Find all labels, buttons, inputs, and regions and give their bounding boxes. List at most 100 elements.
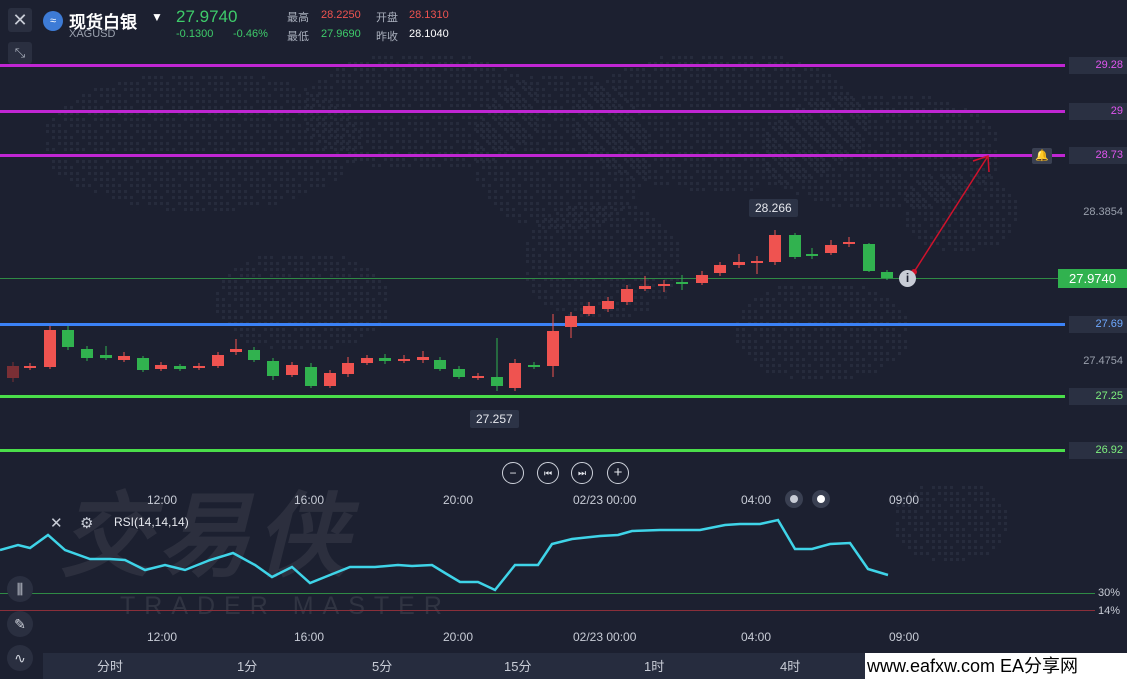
map-dot <box>566 160 569 163</box>
candle-body[interactable] <box>881 272 893 278</box>
map-dot <box>962 534 965 537</box>
line-chart-icon[interactable]: ∿ <box>7 645 33 671</box>
zoom-in-button[interactable]: + <box>607 462 629 484</box>
candle-body[interactable] <box>639 286 651 289</box>
candle-body[interactable] <box>62 330 74 347</box>
tab-timeframe-line[interactable]: 分时 <box>97 659 124 674</box>
candle-body[interactable] <box>379 358 391 361</box>
map-dot <box>672 56 675 59</box>
level-line-27-69[interactable] <box>0 323 1065 326</box>
zoom-out-button[interactable]: − <box>502 462 524 484</box>
candle-body[interactable] <box>547 331 559 366</box>
map-dot <box>292 118 295 121</box>
map-dot <box>832 370 835 373</box>
map-dot <box>342 256 345 259</box>
candle-body[interactable] <box>696 275 708 283</box>
map-dot <box>244 118 247 121</box>
candle-body[interactable] <box>806 254 818 256</box>
chevron-down-icon[interactable]: ▼ <box>151 10 163 24</box>
candle-body[interactable] <box>361 358 373 363</box>
level-line-29-28[interactable] <box>0 64 1065 67</box>
candle-body[interactable] <box>174 366 186 369</box>
candle-body[interactable] <box>248 350 260 360</box>
candle-body[interactable] <box>733 262 745 265</box>
map-dot <box>568 314 571 317</box>
map-dot <box>524 100 527 103</box>
candle-body[interactable] <box>583 306 595 314</box>
candle-body[interactable] <box>528 365 540 367</box>
collapse-button[interactable]: ⤡ <box>8 42 32 64</box>
scroll-start-button[interactable]: ⏮ <box>537 462 559 484</box>
candle-body[interactable] <box>417 357 429 360</box>
map-dot <box>750 98 753 101</box>
level-line-27-25[interactable] <box>0 395 1065 398</box>
prev-close-label: 昨收 <box>376 31 398 43</box>
candle-body[interactable] <box>825 245 837 253</box>
candle-body[interactable] <box>453 369 465 377</box>
settings-icon[interactable]: ⚙ <box>80 515 94 532</box>
map-dot <box>984 200 987 203</box>
toggle-dot-button[interactable] <box>785 490 803 508</box>
map-dot <box>636 164 639 167</box>
tab-timeframe-1h[interactable]: 1时 <box>644 659 665 674</box>
close-indicator-icon[interactable]: ✕ <box>50 515 63 532</box>
map-dot <box>238 184 241 187</box>
candle-body[interactable] <box>230 349 242 352</box>
candle-body[interactable] <box>398 359 410 361</box>
level-line-28-73[interactable] <box>0 154 1065 157</box>
candlestick-chart[interactable] <box>0 0 1060 460</box>
candle-body[interactable] <box>212 355 224 366</box>
map-dot <box>638 112 641 115</box>
map-dot <box>610 266 613 269</box>
candle-body[interactable] <box>342 363 354 374</box>
candle-body[interactable] <box>472 376 484 378</box>
info-icon[interactable]: i <box>899 270 916 287</box>
candle-body[interactable] <box>324 373 336 386</box>
candle-body[interactable] <box>286 365 298 375</box>
trend-arrow-line[interactable] <box>913 155 989 273</box>
tab-timeframe-15m[interactable]: 15分 <box>504 659 532 674</box>
candle-body[interactable] <box>769 235 781 262</box>
map-dot <box>70 106 73 109</box>
candle-body[interactable] <box>843 242 855 244</box>
candle-body[interactable] <box>863 244 875 271</box>
candle-body[interactable] <box>434 360 446 369</box>
map-dot <box>826 102 829 105</box>
candle-body[interactable] <box>658 284 670 286</box>
candle-body[interactable] <box>44 330 56 367</box>
candle-body[interactable] <box>789 235 801 257</box>
tab-timeframe-4h[interactable]: 4时 <box>780 659 801 674</box>
candle-body[interactable] <box>509 363 521 388</box>
candle-body[interactable] <box>155 365 167 369</box>
symbol-name[interactable]: 现货白银 <box>69 13 137 32</box>
candle-body[interactable] <box>565 316 577 327</box>
pencil-icon[interactable]: ✎ <box>7 611 33 637</box>
candle-body[interactable] <box>193 366 205 368</box>
level-line-26-92[interactable] <box>0 449 1065 452</box>
close-button[interactable]: ✕ <box>8 8 32 32</box>
tab-timeframe-1m[interactable]: 1分 <box>237 659 258 674</box>
candle-body[interactable] <box>100 355 112 358</box>
map-dot <box>858 104 861 107</box>
candle-body[interactable] <box>621 289 633 302</box>
indicator-icon[interactable]: ⫼ <box>7 576 33 602</box>
candle-body[interactable] <box>602 301 614 309</box>
candle-body[interactable] <box>7 366 19 378</box>
bell-icon[interactable]: 🔔 <box>1032 148 1052 164</box>
toggle-dot-button[interactable] <box>812 490 830 508</box>
tab-timeframe-5m[interactable]: 5分 <box>372 659 393 674</box>
candle-body[interactable] <box>305 367 317 386</box>
candle-body[interactable] <box>751 261 763 263</box>
map-dot <box>384 152 387 155</box>
candle-body[interactable] <box>714 265 726 273</box>
level-line-29[interactable] <box>0 110 1065 113</box>
candle-body[interactable] <box>81 349 93 358</box>
candle-body[interactable] <box>118 356 130 360</box>
candle-body[interactable] <box>24 366 36 368</box>
candle-body[interactable] <box>676 282 688 284</box>
candle-body[interactable] <box>137 358 149 370</box>
candle-body[interactable] <box>491 377 503 386</box>
map-dot <box>874 120 877 123</box>
scroll-end-button[interactable]: ⏭ <box>571 462 593 484</box>
candle-body[interactable] <box>267 361 279 376</box>
